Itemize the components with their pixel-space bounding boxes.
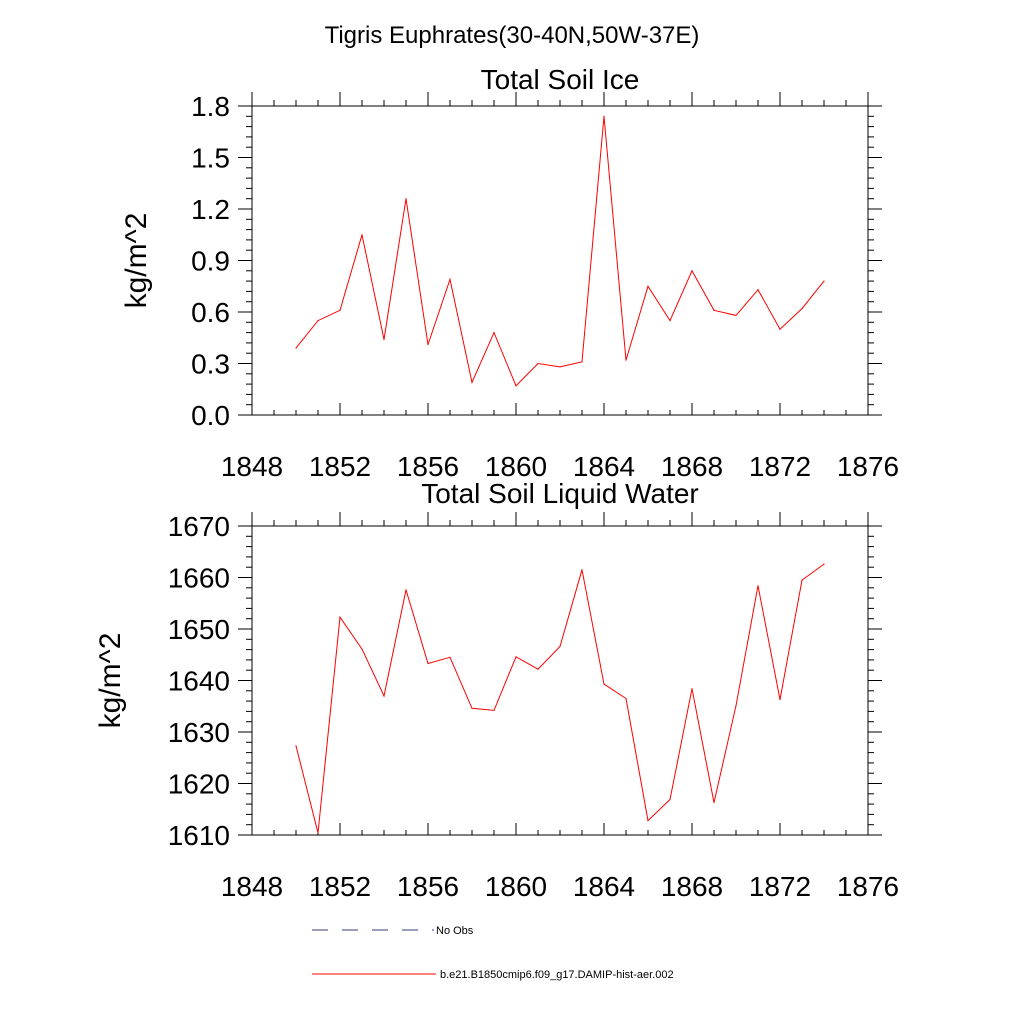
data-point [317,832,319,834]
data-point [449,278,451,280]
y-tick-label: 1630 [168,717,230,748]
x-tick-label: 1868 [661,871,723,902]
data-point [669,319,671,322]
data-point [405,198,407,200]
x-tick-label: 1864 [573,871,635,902]
y-tick-label: 0.6 [191,297,230,328]
x-tick-label: 1852 [309,451,371,482]
y-tick-label: 0.0 [191,400,230,431]
data-point [581,361,583,363]
x-tick-label: 1872 [749,451,811,482]
data-point [625,359,627,361]
series-line [295,116,825,387]
legend-label-model: b.e21.B1850cmip6.f09_g17.DAMIP-hist-aer.… [440,969,674,981]
y-tick-label: 1610 [168,820,230,851]
data-point [625,697,627,700]
data-point [691,688,693,690]
chart-title: Total Soil Ice [481,64,640,95]
data-point [449,656,451,658]
data-point [603,683,605,685]
data-point [537,362,539,365]
y-axis-label: kg/m^2 [120,213,153,309]
data-point [757,289,759,291]
data-point [361,234,363,236]
data-point [801,579,803,581]
plot-frame [251,525,869,836]
y-tick-label: 1670 [168,511,230,542]
y-tick-label: 1640 [168,666,230,697]
data-point [713,801,715,804]
data-point [801,307,803,310]
data-point [581,569,583,571]
y-tick-label: 1.8 [191,91,230,122]
data-point [779,328,781,330]
x-tick-label: 1864 [573,451,635,482]
data-point [559,366,561,368]
data-point [537,668,539,670]
y-tick-label: 1650 [168,614,230,645]
legend-label-no-obs: No Obs [436,925,474,937]
data-point [427,662,429,665]
data-point [669,798,671,801]
x-tick-label: 1852 [309,871,371,902]
x-tick-label: 1860 [485,871,547,902]
x-tick-label: 1848 [221,451,283,482]
data-point [295,745,297,747]
soil-ice-chart: Total Soil Ice kg/m^2 1848 1852 1856 1860 1864… [120,64,899,482]
data-point [471,381,473,383]
x-tick-label: 1876 [837,871,899,902]
figure-title: Tigris Euphrates(30-40N,50W-37E) [325,22,700,49]
y-tick-label: 0.9 [191,246,230,277]
soil-liquid-water-chart: Total Soil Liquid Water kg/m^2 1848 1852 185… [94,478,899,902]
x-tick-label: 1872 [749,871,811,902]
data-point [383,695,385,697]
x-tick-label: 1856 [397,871,459,902]
x-tick-label: 1868 [661,451,723,482]
data-point [735,705,737,707]
data-point [515,385,517,387]
series-line [295,563,825,834]
data-point [405,589,407,591]
data-point [603,115,605,117]
data-point [493,332,495,334]
x-tick-label: 1876 [837,451,899,482]
y-tick-label: 1660 [168,563,230,594]
data-point [757,585,759,587]
data-point [493,709,495,711]
data-point [317,319,319,322]
data-point [339,616,341,618]
plot-frame [251,105,869,416]
data-point [339,309,341,311]
data-point [361,648,363,650]
data-point [559,645,561,648]
data-point [647,819,649,822]
data-point [515,656,517,658]
data-point [647,285,649,287]
data-point [295,347,297,349]
legend: No Obs b.e21.B1850cmip6.f09_g17.DAMIP-hi… [312,925,674,981]
data-point [779,698,781,701]
data-point [713,309,715,311]
chart-title: Total Soil Liquid Water [421,478,699,509]
y-tick-label: 1.2 [191,194,230,225]
data-point [823,563,825,565]
y-tick-label: 1.5 [191,143,230,174]
y-axis-label: kg/m^2 [94,633,127,729]
y-tick-label: 1620 [168,769,230,800]
data-point [383,338,385,341]
x-tick-label: 1856 [397,451,459,482]
y-tick-label: 0.3 [191,349,230,380]
data-point [427,344,429,346]
data-point [823,280,825,282]
data-point [471,707,473,709]
x-tick-label: 1860 [485,451,547,482]
x-tick-label: 1848 [221,871,283,902]
data-point [735,314,737,317]
data-point [691,270,693,272]
